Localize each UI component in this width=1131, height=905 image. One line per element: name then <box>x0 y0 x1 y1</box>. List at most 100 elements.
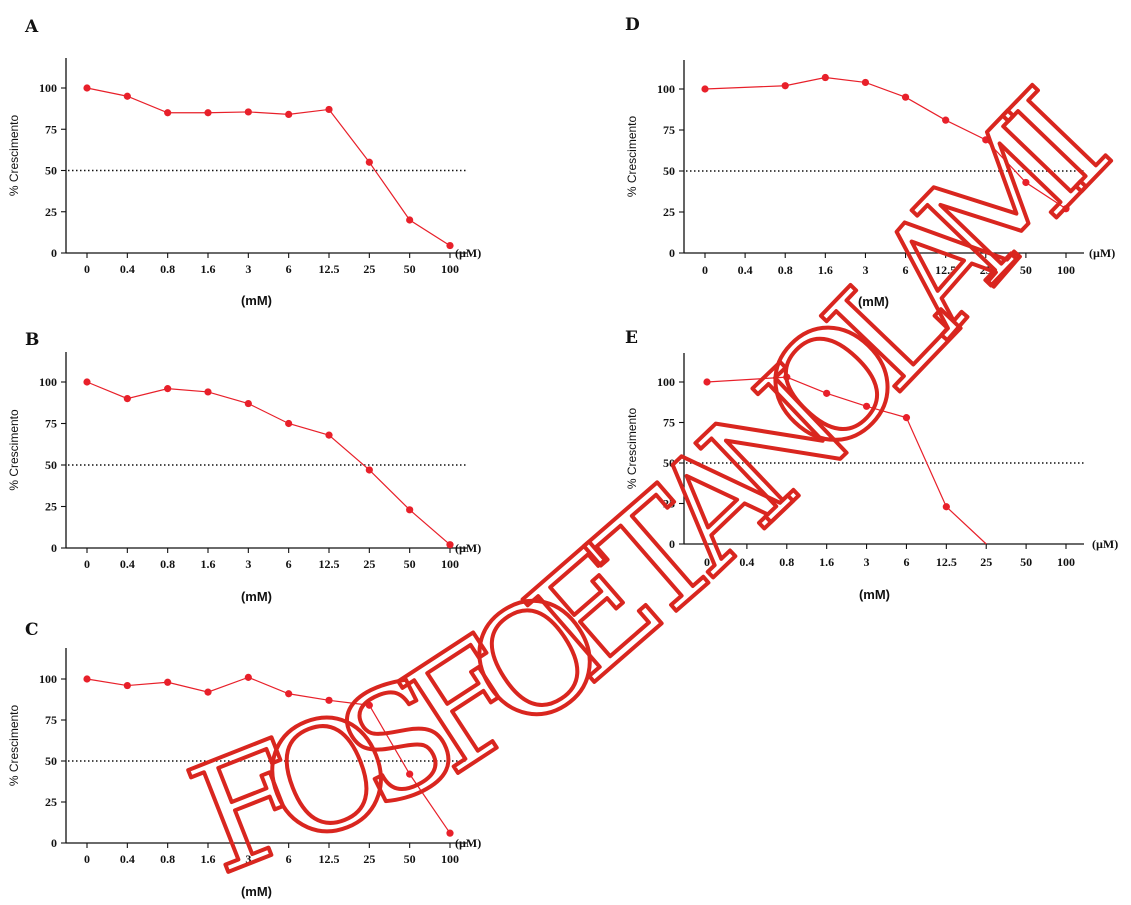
data-point <box>83 84 91 92</box>
x-tick-label: 25 <box>363 262 375 276</box>
data-point <box>781 82 789 90</box>
x-axis-title: (mM) <box>859 587 890 602</box>
data-point <box>862 402 871 410</box>
y-axis-title: % Crescimento <box>7 409 21 491</box>
data-point <box>446 829 454 837</box>
x-tick-label: 25 <box>363 852 375 866</box>
x-tick-label: 1.6 <box>201 262 216 276</box>
x-tick-label: 0 <box>84 557 90 571</box>
x-tick-label: 100 <box>441 262 459 276</box>
x-tick-label: 50 <box>404 262 416 276</box>
y-tick-label: 100 <box>657 375 675 389</box>
y-tick-label: 50 <box>663 456 675 470</box>
x-tick-label: 100 <box>441 852 459 866</box>
x-tick-label: 3 <box>245 557 251 571</box>
data-point <box>164 678 172 686</box>
data-point <box>1022 178 1030 187</box>
panel-label: B <box>25 330 39 350</box>
data-point <box>902 414 911 422</box>
data-point <box>325 105 333 114</box>
data-point <box>406 506 414 514</box>
x-tick-label: 50 <box>1020 555 1032 569</box>
data-point <box>244 108 252 116</box>
data-point <box>325 696 333 704</box>
x-tick-label: 3 <box>245 262 251 276</box>
x-tick-label: 0 <box>84 262 90 276</box>
series-line <box>86 676 451 834</box>
y-axis-title: % Crescimento <box>7 704 21 786</box>
y-tick-label: 100 <box>39 81 57 95</box>
y-tick-label: 75 <box>663 123 675 137</box>
data-point <box>164 109 172 117</box>
data-point <box>285 419 293 428</box>
chart-panel-d: D 0 25 50 75 100 % Crescimento 0 0.4 0.8 1.6 3 6 12.5… <box>625 15 1115 309</box>
y-tick-label: 0 <box>669 537 675 551</box>
x-tick-label: 0 <box>84 852 90 866</box>
y-tick-label: 100 <box>39 375 57 389</box>
x-tick-label: 0.8 <box>160 852 175 866</box>
x-tick-label: 0.8 <box>160 262 175 276</box>
x-tick-label: 6 <box>286 852 292 866</box>
data-point <box>244 399 252 408</box>
x-tick-label: 6 <box>903 555 909 569</box>
data-point <box>406 216 414 224</box>
series-line <box>86 381 451 546</box>
y-tick-label: 25 <box>663 205 675 219</box>
x-tick-label: 100 <box>441 557 459 571</box>
x-tick-label: 25 <box>980 263 992 277</box>
x-tick-label: 3 <box>864 555 870 569</box>
y-tick-label: 50 <box>663 164 675 178</box>
x-tick-label: 1.6 <box>819 555 834 569</box>
x-tick-label: 50 <box>1020 263 1032 277</box>
x-tick-label: 0 <box>704 555 710 569</box>
x-tick-label: 0.4 <box>738 263 753 277</box>
data-point <box>123 395 131 403</box>
data-point <box>901 93 910 101</box>
y-tick-label: 75 <box>663 416 675 430</box>
y-tick-label: 0 <box>51 836 57 850</box>
data-point <box>446 241 454 250</box>
data-point <box>204 688 212 696</box>
x-tick-label: 12.5 <box>319 557 340 571</box>
y-tick-label: 50 <box>45 164 57 178</box>
data-point <box>942 503 950 511</box>
y-tick-label: 0 <box>669 246 675 260</box>
x-tick-label: 1.6 <box>818 263 833 277</box>
x-tick-label: 100 <box>1057 263 1075 277</box>
data-point <box>823 389 831 397</box>
y-tick-label: 100 <box>657 82 675 96</box>
data-point <box>204 388 212 396</box>
x-tick-label: 3 <box>245 852 251 866</box>
y-axis-title: % Crescimento <box>625 115 639 197</box>
x-tick-label: 0.4 <box>739 555 754 569</box>
chart-panel-a: A 0 25 50 75 100 % Crescimento 0 0.4 0.8 1.6 3 6 12.5… <box>7 17 481 308</box>
y-tick-label: 100 <box>39 672 57 686</box>
data-point <box>83 675 91 683</box>
x-axis-unit: (µM) <box>455 836 481 850</box>
x-tick-label: 0 <box>702 263 708 277</box>
x-axis-title: (mM) <box>241 884 272 899</box>
y-tick-label: 0 <box>51 246 57 260</box>
data-point <box>982 136 990 144</box>
series-line <box>86 87 451 247</box>
data-point <box>406 770 414 778</box>
x-tick-label: 12.5 <box>935 263 956 277</box>
data-point <box>1062 205 1070 213</box>
x-axis-title: (mM) <box>241 589 272 604</box>
x-tick-label: 6 <box>286 557 292 571</box>
x-tick-label: 6 <box>903 263 909 277</box>
y-tick-label: 50 <box>45 754 57 768</box>
x-tick-label: 0.8 <box>160 557 175 571</box>
y-tick-label: 25 <box>663 497 675 511</box>
y-tick-label: 25 <box>45 500 57 514</box>
x-tick-label: 25 <box>980 555 992 569</box>
data-point <box>942 116 950 124</box>
panel-label: C <box>25 620 39 640</box>
data-point <box>703 378 711 386</box>
x-tick-label: 12.5 <box>319 262 340 276</box>
chart-panel-c: C 0 25 50 75 100 % Crescimento 0 0.4 0.8 1.6 3 6 12.5… <box>7 620 481 899</box>
y-tick-label: 25 <box>45 795 57 809</box>
x-axis-unit: (µM) <box>455 246 481 260</box>
